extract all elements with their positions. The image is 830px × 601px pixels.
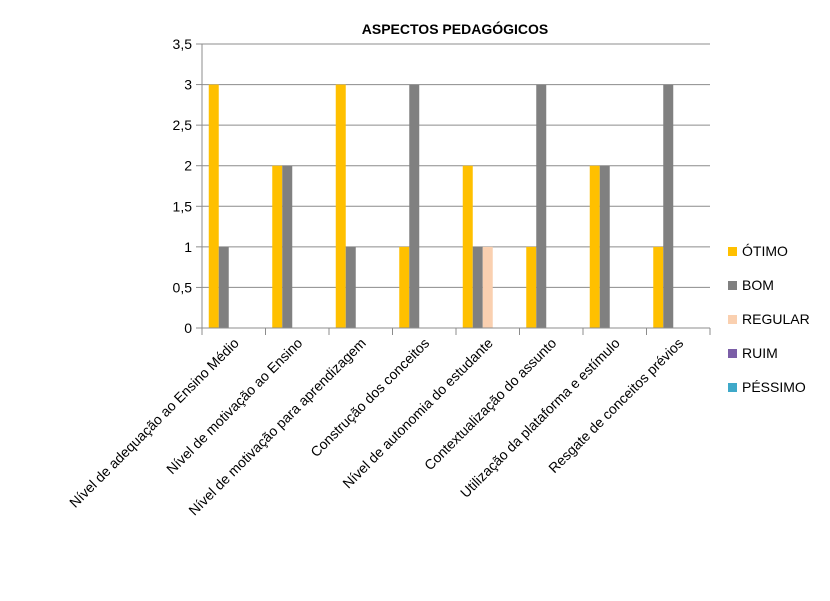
bar-bom-4 (472, 246, 483, 328)
legend-swatch (728, 247, 737, 256)
y-tick-label: 0 (184, 320, 192, 336)
chart-title: ASPECTOS PEDAGÓGICOS (362, 20, 548, 37)
y-tick-label: 3,5 (173, 36, 193, 52)
legend: ÓTIMO BOM REGULAR RUIM PÉSSIMO (728, 243, 810, 395)
y-tick-label: 2 (184, 158, 192, 174)
legend-label: REGULAR (742, 311, 810, 327)
legend-swatch (728, 281, 737, 290)
bar-ótimo-5 (526, 246, 537, 328)
category-label: Contextualização do assunto (421, 335, 560, 474)
bar-ótimo-6 (589, 165, 600, 328)
bar-ótimo-2 (335, 84, 346, 328)
y-tick-label: 1 (184, 239, 192, 255)
legend-swatch (728, 315, 737, 324)
legend-label: ÓTIMO (742, 243, 788, 259)
bars (208, 84, 674, 328)
bar-bom-1 (282, 165, 293, 328)
bar-bom-2 (345, 246, 356, 328)
bar-bom-0 (218, 246, 229, 328)
x-axis: Nível de adequação ao Ensino MédioNível … (66, 327, 711, 518)
bar-ótimo-3 (399, 246, 410, 328)
bar-ótimo-1 (272, 165, 283, 328)
legend-swatch (728, 383, 737, 392)
y-tick-label: 0,5 (173, 279, 193, 295)
bar-ótimo-4 (462, 165, 473, 328)
y-tick-label: 1,5 (173, 198, 193, 214)
y-tick-label: 3 (184, 77, 192, 93)
bar-regular-4 (482, 246, 493, 328)
bar-ótimo-0 (208, 84, 219, 328)
legend-label: BOM (742, 277, 774, 293)
bar-bom-3 (409, 84, 420, 328)
y-tick-label: 2,5 (173, 117, 193, 133)
bar-bom-7 (663, 84, 674, 328)
legend-label: RUIM (742, 345, 778, 361)
legend-label: PÉSSIMO (742, 379, 806, 395)
category-label: Construção dos conceitos (307, 335, 432, 460)
y-axis: 0 0,5 1 1,5 2 2,5 3 3,5 (173, 36, 203, 336)
bar-ótimo-7 (653, 246, 664, 328)
category-label: Resgate de conceitos prévios (545, 335, 686, 476)
category-label: Nível de motivação ao Ensino (163, 335, 305, 477)
bar-bom-6 (599, 165, 610, 328)
legend-swatch (728, 349, 737, 358)
bar-bom-5 (536, 84, 547, 328)
